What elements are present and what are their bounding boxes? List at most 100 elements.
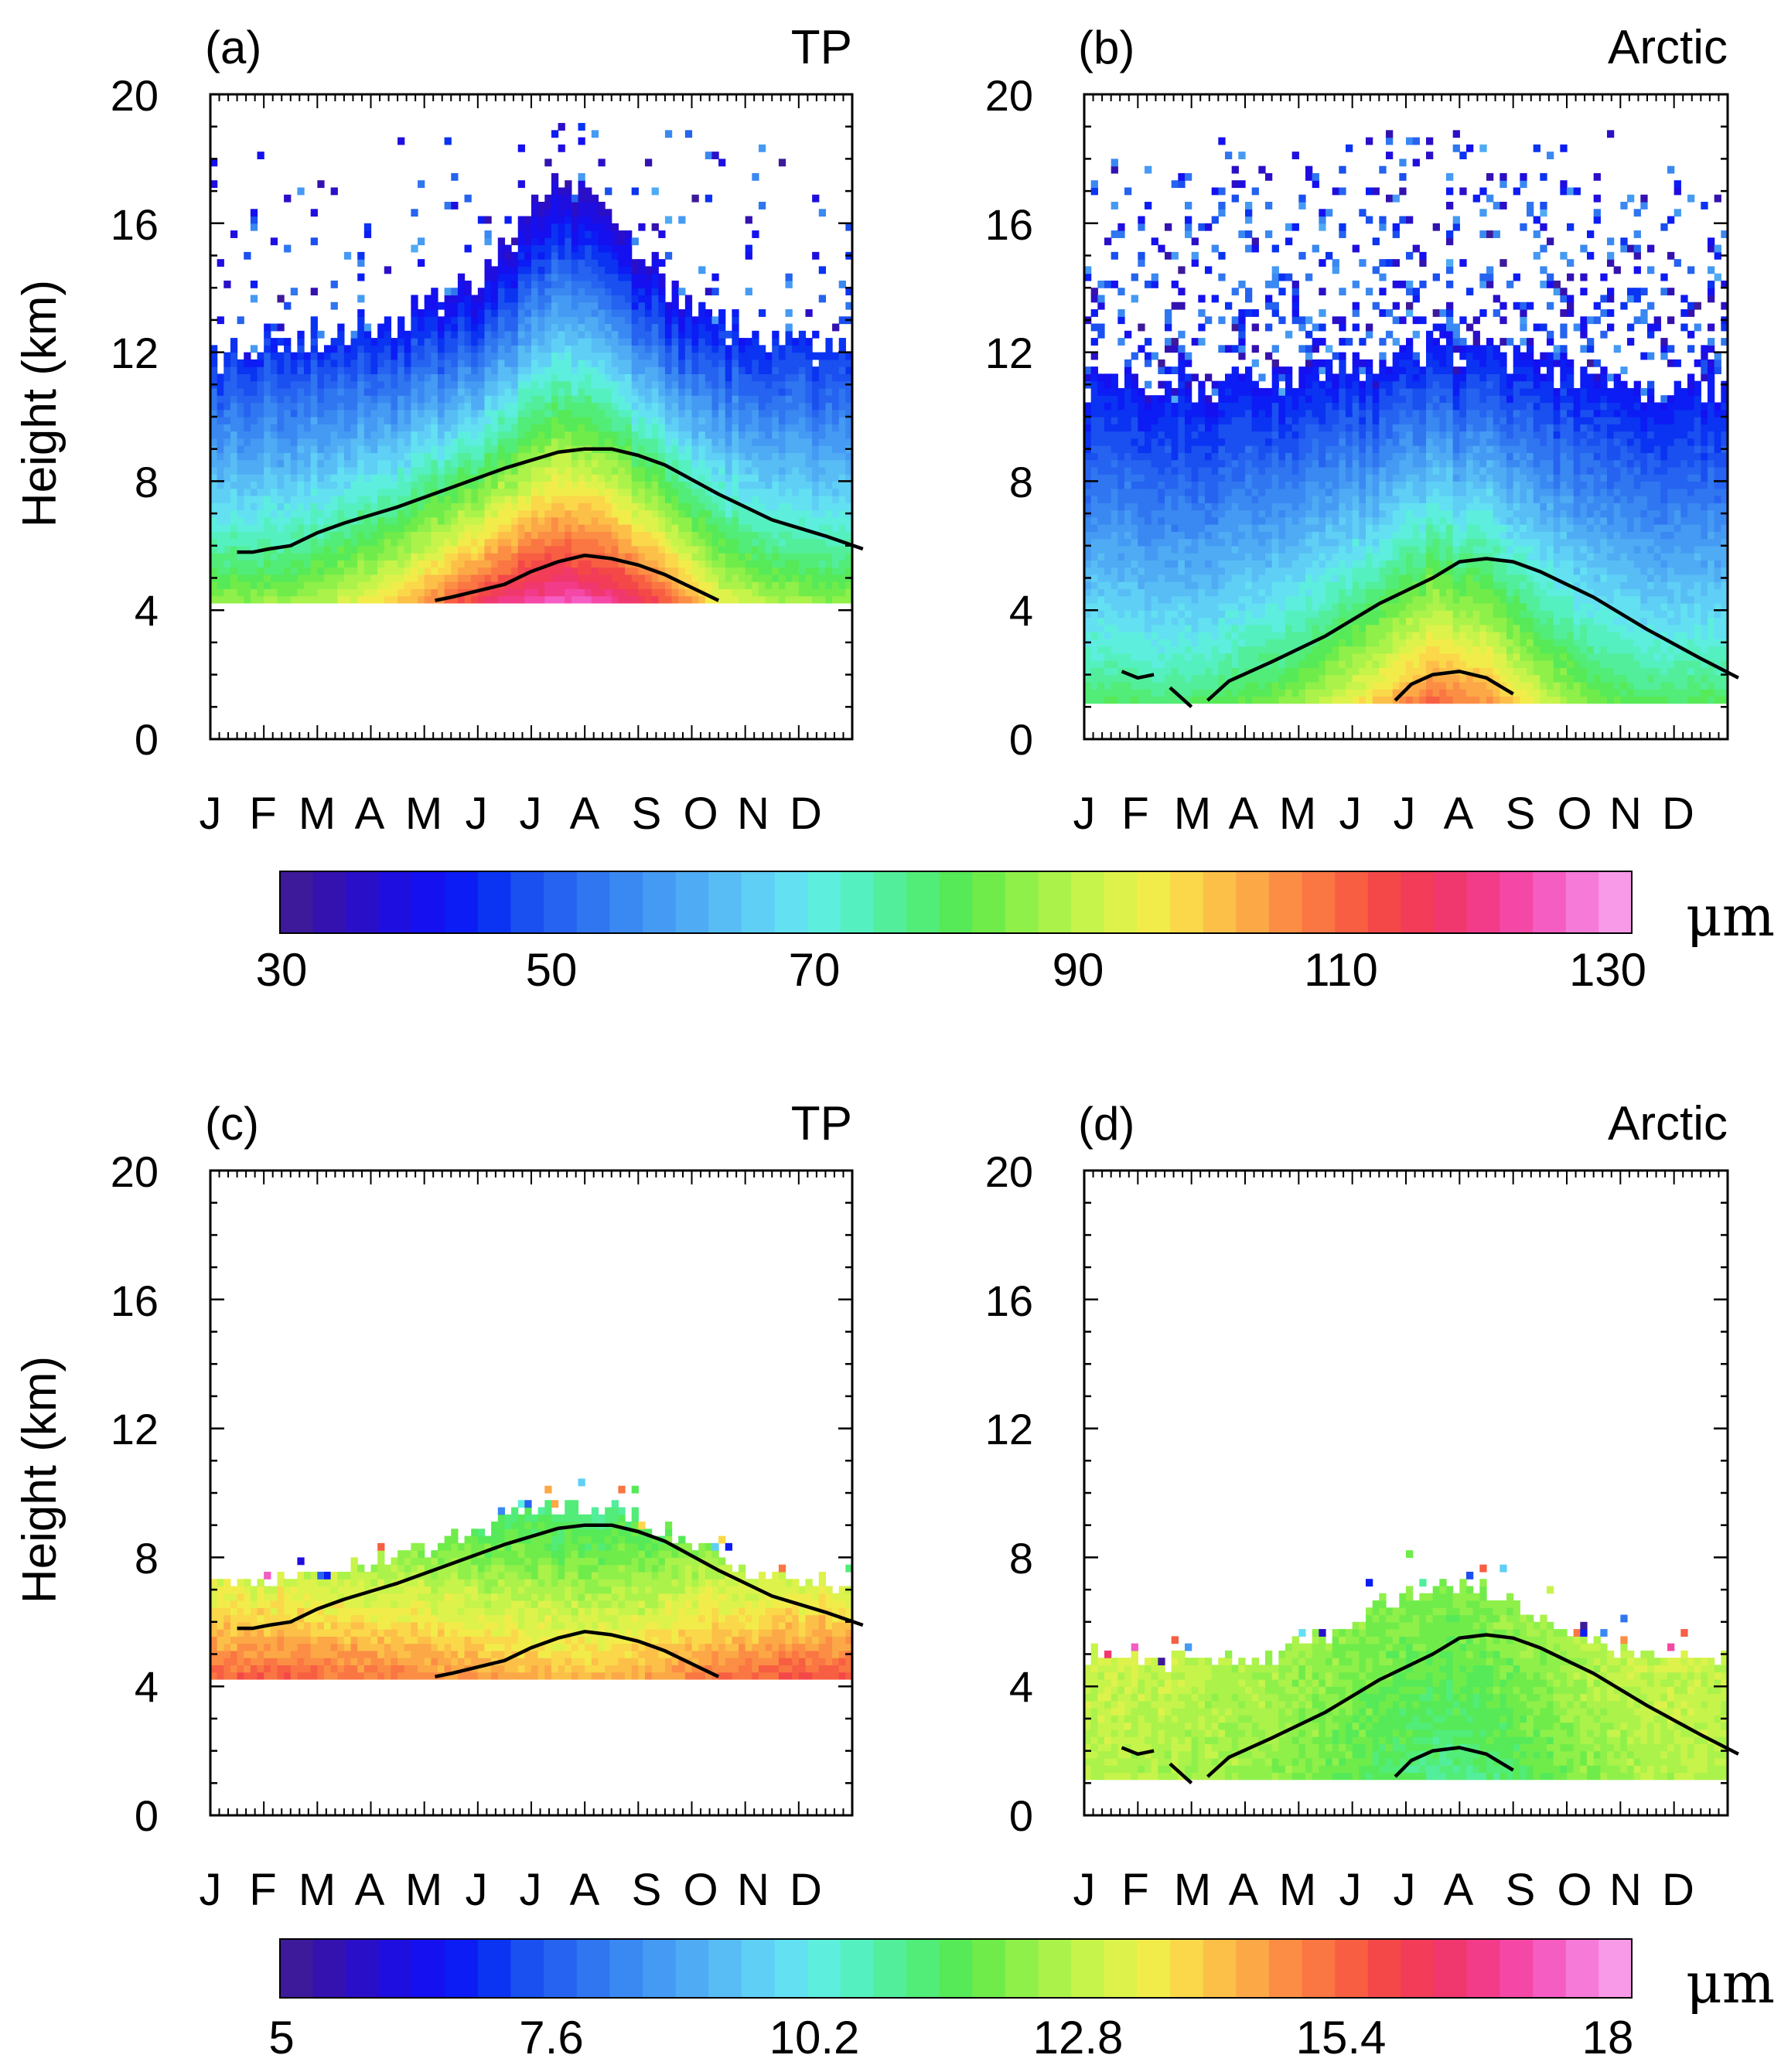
heatmap-cell xyxy=(391,409,398,417)
heatmap-cell xyxy=(558,595,565,604)
heatmap-cell xyxy=(644,316,653,325)
heatmap-cell xyxy=(651,495,659,503)
heatmap-cell xyxy=(411,509,418,518)
heatmap-cell xyxy=(437,395,445,404)
heatmap-cell xyxy=(431,452,438,461)
heatmap-cell xyxy=(664,474,673,482)
heatmap-cell xyxy=(230,338,238,346)
heatmap-cell xyxy=(1138,595,1145,604)
heatmap-cell xyxy=(625,352,633,360)
heatmap-cell xyxy=(384,459,392,468)
heatmap-cell xyxy=(818,445,827,453)
heatmap-cell xyxy=(363,553,372,561)
heatmap-cell xyxy=(210,452,218,461)
heatmap-cell xyxy=(658,359,666,367)
heatmap-cell xyxy=(664,509,673,518)
heatmap-cell xyxy=(277,466,285,475)
heatmap-cell xyxy=(812,251,820,260)
heatmap-cell xyxy=(825,503,833,511)
heatmap-cell xyxy=(537,330,545,339)
heatmap-cell xyxy=(370,366,378,374)
heatmap-cell xyxy=(237,380,244,389)
heatmap-cell xyxy=(544,309,552,317)
heatmap-cell xyxy=(571,266,579,274)
heatmap-cell xyxy=(337,553,345,561)
heatmap-cell xyxy=(772,509,780,518)
heatmap-cell xyxy=(297,509,305,518)
heatmap-cell xyxy=(424,531,432,540)
heatmap-cell xyxy=(1111,503,1118,511)
heatmap-cell xyxy=(1104,681,1112,690)
heatmap-cell xyxy=(210,567,218,575)
heatmap-cell xyxy=(558,216,565,224)
heatmap-cell xyxy=(1090,424,1098,432)
heatmap-cell xyxy=(638,359,646,367)
heatmap-cell xyxy=(451,509,459,518)
heatmap-cell xyxy=(1117,545,1125,554)
heatmap-cell xyxy=(758,144,766,152)
heatmap-cell xyxy=(605,223,612,231)
heatmap-cell xyxy=(330,474,338,482)
heatmap-cell xyxy=(411,474,418,482)
heatmap-cell xyxy=(323,560,332,568)
heatmap-cell xyxy=(792,545,800,554)
heatmap-cell xyxy=(664,588,673,597)
heatmap-cell xyxy=(585,338,592,346)
heatmap-cell xyxy=(270,445,278,453)
heatmap-cell xyxy=(638,567,646,575)
heatmap-cell xyxy=(558,345,565,353)
heatmap-cell xyxy=(370,495,378,503)
heatmap-cell xyxy=(792,366,800,374)
heatmap-cell xyxy=(718,309,726,317)
heatmap-cell xyxy=(1104,567,1112,575)
heatmap-cell xyxy=(1117,316,1125,325)
heatmap-cell xyxy=(551,409,559,417)
heatmap-cell xyxy=(257,516,264,525)
y-tick-label: 16 xyxy=(111,200,159,249)
heatmap-cell xyxy=(517,538,525,547)
heatmap-cell xyxy=(1090,366,1098,374)
x-tick-label: A xyxy=(570,789,600,839)
heatmap-cell xyxy=(377,567,385,575)
heatmap-cell xyxy=(1151,602,1158,611)
heatmap-cell xyxy=(397,488,405,496)
heatmap-cell xyxy=(457,395,466,404)
heatmap-cell xyxy=(517,316,525,325)
heatmap-cell xyxy=(611,259,619,267)
heatmap-cell xyxy=(1117,424,1125,432)
heatmap-cell xyxy=(664,309,673,317)
heatmap-cell xyxy=(644,280,653,288)
heatmap-cell xyxy=(504,503,512,511)
heatmap-cell xyxy=(1158,689,1165,697)
heatmap-cell xyxy=(504,330,512,339)
heatmap-cell xyxy=(671,588,679,597)
heatmap-cell xyxy=(651,380,659,389)
heatmap-cell xyxy=(1111,667,1118,676)
heatmap-cell xyxy=(357,459,365,468)
heatmap-cell xyxy=(625,295,633,303)
heatmap-cell xyxy=(558,202,565,210)
heatmap-cell xyxy=(457,495,466,503)
heatmap-cell xyxy=(772,524,780,532)
heatmap-cell xyxy=(732,438,739,446)
heatmap-cell xyxy=(431,373,438,382)
heatmap-cell xyxy=(792,574,800,582)
heatmap-cell xyxy=(531,481,539,489)
heatmap-cell xyxy=(845,560,853,568)
heatmap-cell xyxy=(504,581,512,589)
heatmap-cell xyxy=(471,438,479,446)
heatmap-cell xyxy=(778,481,786,489)
heatmap-cell xyxy=(297,595,305,604)
heatmap-cell xyxy=(1111,610,1118,619)
heatmap-cell xyxy=(739,345,746,353)
heatmap-cell xyxy=(310,431,318,439)
heatmap-cell xyxy=(304,495,312,503)
heatmap-cell xyxy=(551,237,559,246)
heatmap-cell xyxy=(598,323,606,332)
heatmap-cell xyxy=(270,424,278,432)
heatmap-cell xyxy=(304,503,312,511)
heatmap-cell xyxy=(391,466,398,475)
heatmap-cell xyxy=(464,452,472,461)
heatmap-cell xyxy=(357,295,365,303)
heatmap-cell xyxy=(304,395,312,404)
